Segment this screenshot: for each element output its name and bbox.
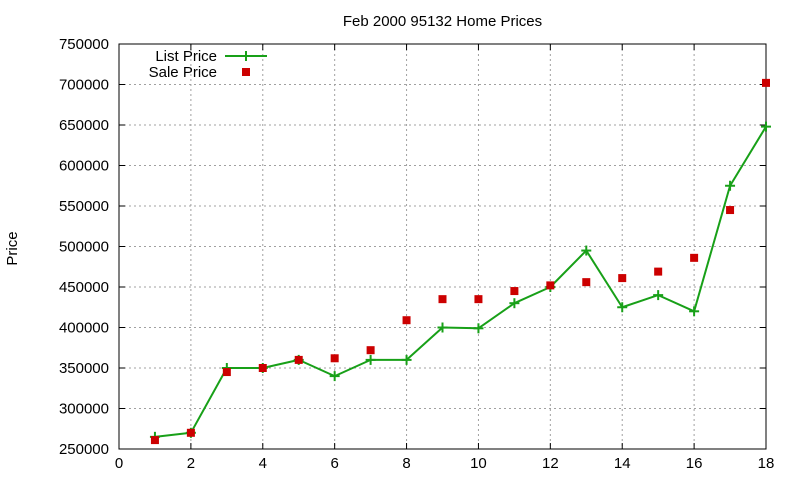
x-tick-label: 12 [542,455,559,472]
sale-price-point [654,267,663,276]
legend-marker [241,51,251,61]
sale-price-point [258,364,267,372]
y-tick-label: 550000 [59,198,109,215]
x-tick-label: 6 [330,455,338,472]
x-tick-label: 2 [187,455,195,472]
y-tick-label: 250000 [59,441,109,458]
list-price-point [329,371,340,382]
list-price-line [154,126,767,438]
series-layer [149,78,771,445]
chart-title: Feb 2000 95132 Home Prices [343,13,542,30]
list-price-point [437,322,448,333]
sale-price-point [366,346,375,355]
y-tick-label: 700000 [59,77,109,94]
legend-item-sale-price: Sale Price [149,64,250,81]
list-price-point [401,354,412,365]
sale-price-point [690,253,699,262]
legend-label: Sale Price [149,64,217,81]
axis-ticks: 0 2 4 6 8 10 12 14 16 18 250000 300000 350000 400000 4… [59,36,774,472]
y-tick-label: 300000 [59,401,109,418]
legend-marker [242,68,250,76]
sale-price-point [618,274,627,283]
sale-price-point [150,436,159,445]
sale-price-point [402,316,411,325]
sale-price-point [582,278,591,287]
list-price-point [509,298,520,309]
sale-price-point [222,368,231,377]
list-price-point [365,354,376,365]
y-axis-label: Price [4,231,21,265]
sale-price-point [186,428,195,437]
sale-price-point [330,354,339,363]
list-price-point [653,290,664,301]
sale-price-point [438,295,447,304]
legend-label: List Price [155,48,217,65]
x-tick-label: 4 [259,455,267,472]
y-tick-label: 650000 [59,117,109,134]
x-tick-label: 16 [686,455,703,472]
list-price-point [725,180,736,191]
list-price-point [581,245,592,256]
x-tick-label: 14 [614,455,631,472]
y-tick-label: 750000 [59,36,109,53]
series-sale-price [150,78,770,445]
sale-price-point [294,355,303,364]
list-price-point [473,323,484,334]
y-tick-label: 450000 [59,279,109,296]
x-tick-label: 10 [470,455,487,472]
sale-price-point [546,281,555,290]
list-price-point [617,302,628,313]
sale-price-point [510,287,519,296]
x-tick-label: 0 [115,455,123,472]
sale-price-point [474,295,483,304]
y-tick-label: 600000 [59,158,109,175]
series-list-price [149,121,771,442]
y-tick-label: 500000 [59,239,109,256]
sale-price-point [762,78,770,87]
list-price-point [761,121,771,132]
list-price-point [689,306,700,317]
sale-price-point [726,206,735,215]
x-tick-label: 18 [758,455,775,472]
y-tick-label: 350000 [59,360,109,377]
x-tick-label: 8 [402,455,410,472]
legend-item-list-price: List Price [155,48,267,65]
y-tick-label: 400000 [59,320,109,337]
